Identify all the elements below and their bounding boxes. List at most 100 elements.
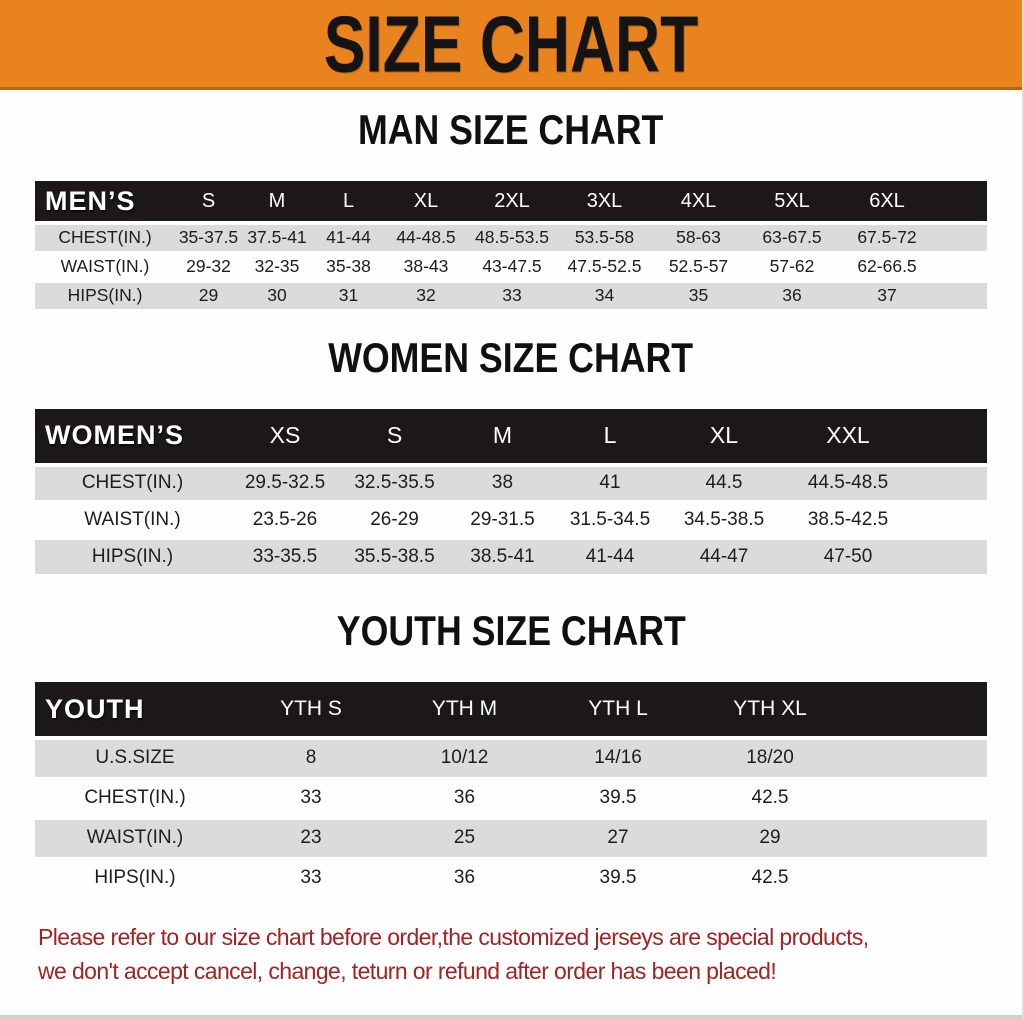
column-header: XS [230, 408, 340, 467]
size-value-cell: 23.5-26 [230, 501, 340, 540]
measurement-row: U.S.SIZE 8 10/12 14/16 18/20 [35, 738, 987, 780]
women-size-section: WOMEN SIZE CHART WOMEN’S XS S M L XL XXL CHEST(… [0, 333, 1022, 577]
column-header: L [312, 181, 385, 225]
size-value-cell: 18/20 [694, 738, 846, 780]
size-value-cell: 44-47 [664, 538, 784, 577]
measurement-row: WAIST(IN.) 23 25 27 29 [35, 818, 987, 860]
spacer-cell [935, 223, 987, 254]
man-section-title: MAN SIZE CHART [0, 108, 1022, 159]
row-label: CHEST(IN.) [35, 223, 175, 254]
table-category-label: YOUTH [35, 682, 235, 740]
size-value-cell: 32-35 [242, 252, 312, 283]
womens-size-table: WOMEN’S XS S M L XL XXL CHEST(IN.) 29.5-32.5 32.5… [35, 408, 987, 577]
row-label: HIPS(IN.) [35, 858, 235, 900]
size-value-cell: 44.5-48.5 [784, 464, 912, 503]
measurement-row: HIPS(IN.) 29 30 31 32 33 34 35 36 37 [35, 281, 987, 312]
size-value-cell: 41 [556, 464, 664, 503]
size-value-cell: 39.5 [542, 778, 694, 820]
size-value-cell: 31 [312, 281, 385, 312]
spacer-cell [912, 501, 987, 540]
size-value-cell: 29.5-32.5 [230, 464, 340, 503]
size-value-cell: 33-35.5 [230, 538, 340, 577]
size-value-cell: 30 [242, 281, 312, 312]
size-value-cell: 31.5-34.5 [556, 501, 664, 540]
column-header: YTH L [542, 682, 694, 740]
column-header: 3XL [557, 181, 652, 225]
women-section-title-text: WOMEN SIZE CHART [328, 333, 694, 381]
table-category-label: MEN’S [35, 181, 175, 225]
measurement-row: WAIST(IN.) 29-32 32-35 35-38 38-43 43-47.5 47.… [35, 252, 987, 283]
row-label: WAIST(IN.) [35, 252, 175, 283]
column-header: M [449, 408, 556, 467]
column-header: M [242, 181, 312, 225]
measurement-row: CHEST(IN.) 33 36 39.5 42.5 [35, 778, 987, 820]
size-value-cell: 42.5 [694, 858, 846, 900]
column-header: 5XL [745, 181, 839, 225]
size-value-cell: 27 [542, 818, 694, 860]
spacer-cell [935, 281, 987, 312]
size-value-cell: 29-32 [175, 252, 242, 283]
measurement-row: WAIST(IN.) 23.5-26 26-29 29-31.5 31.5-34.5 34… [35, 501, 987, 540]
size-value-cell: 34 [557, 281, 652, 312]
column-header: 2XL [467, 181, 557, 225]
size-value-cell: 34.5-38.5 [664, 501, 784, 540]
size-value-cell: 36 [745, 281, 839, 312]
column-header: YTH M [387, 682, 542, 740]
size-table-header-row: MEN’S S M L XL 2XL 3XL 4XL 5XL 6XL [35, 181, 987, 225]
row-label: WAIST(IN.) [35, 818, 235, 860]
size-value-cell: 33 [235, 778, 387, 820]
size-value-cell: 14/16 [542, 738, 694, 780]
measurement-row: CHEST(IN.) 29.5-32.5 32.5-35.5 38 41 44.5 44.5… [35, 464, 987, 503]
youth-size-section: YOUTH SIZE CHART YOUTH YTH S YTH M YTH L YTH… [0, 609, 1022, 900]
column-header: XL [664, 408, 784, 467]
size-value-cell: 57-62 [745, 252, 839, 283]
column-header: YTH S [235, 682, 387, 740]
measurement-row: CHEST(IN.) 35-37.5 37.5-41 41-44 44-48.5 48.5… [35, 223, 987, 254]
spacer-cell [935, 252, 987, 283]
size-value-cell: 26-29 [340, 501, 449, 540]
spacer-cell [846, 858, 987, 900]
size-value-cell: 47-50 [784, 538, 912, 577]
size-value-cell: 32 [385, 281, 467, 312]
spacer-cell [912, 408, 987, 467]
size-value-cell: 62-66.5 [839, 252, 935, 283]
man-size-section: MAN SIZE CHART MEN’S S M L XL 2XL 3XL 4XL 5XL 6XL… [0, 108, 1022, 312]
spacer-cell [846, 778, 987, 820]
column-header: YTH XL [694, 682, 846, 740]
size-value-cell: 33 [467, 281, 557, 312]
youth-section-title-text: YOUTH SIZE CHART [336, 607, 686, 654]
spacer-cell [912, 538, 987, 577]
row-label: CHEST(IN.) [35, 464, 230, 503]
size-value-cell: 39.5 [542, 858, 694, 900]
column-header: S [340, 408, 449, 467]
size-value-cell: 10/12 [387, 738, 542, 780]
spacer-cell [846, 738, 987, 780]
size-value-cell: 44-48.5 [385, 223, 467, 254]
size-value-cell: 29 [694, 818, 846, 860]
spacer-cell [935, 181, 987, 225]
size-value-cell: 29 [175, 281, 242, 312]
spacer-cell [846, 818, 987, 860]
women-section-title: WOMEN SIZE CHART [0, 333, 1022, 387]
size-value-cell: 23 [235, 818, 387, 860]
size-value-cell: 37 [839, 281, 935, 312]
size-value-cell: 33 [235, 858, 387, 900]
size-value-cell: 35-37.5 [175, 223, 242, 254]
row-label: CHEST(IN.) [35, 778, 235, 820]
column-header: S [175, 181, 242, 225]
size-table-header-row: YOUTH YTH S YTH M YTH L YTH XL [35, 682, 987, 740]
size-value-cell: 53.5-58 [557, 223, 652, 254]
size-value-cell: 32.5-35.5 [340, 464, 449, 503]
size-value-cell: 58-63 [652, 223, 745, 254]
size-value-cell: 63-67.5 [745, 223, 839, 254]
size-value-cell: 35.5-38.5 [340, 538, 449, 577]
column-header: XXL [784, 408, 912, 467]
size-value-cell: 35-38 [312, 252, 385, 283]
size-value-cell: 38.5-42.5 [784, 501, 912, 540]
size-value-cell: 35 [652, 281, 745, 312]
man-section-title-text: MAN SIZE CHART [358, 106, 664, 153]
size-value-cell: 38-43 [385, 252, 467, 283]
notice-line-1: Please refer to our size chart before or… [38, 923, 869, 950]
measurement-row: HIPS(IN.) 33-35.5 35.5-38.5 38.5-41 41-44 44-… [35, 538, 987, 577]
